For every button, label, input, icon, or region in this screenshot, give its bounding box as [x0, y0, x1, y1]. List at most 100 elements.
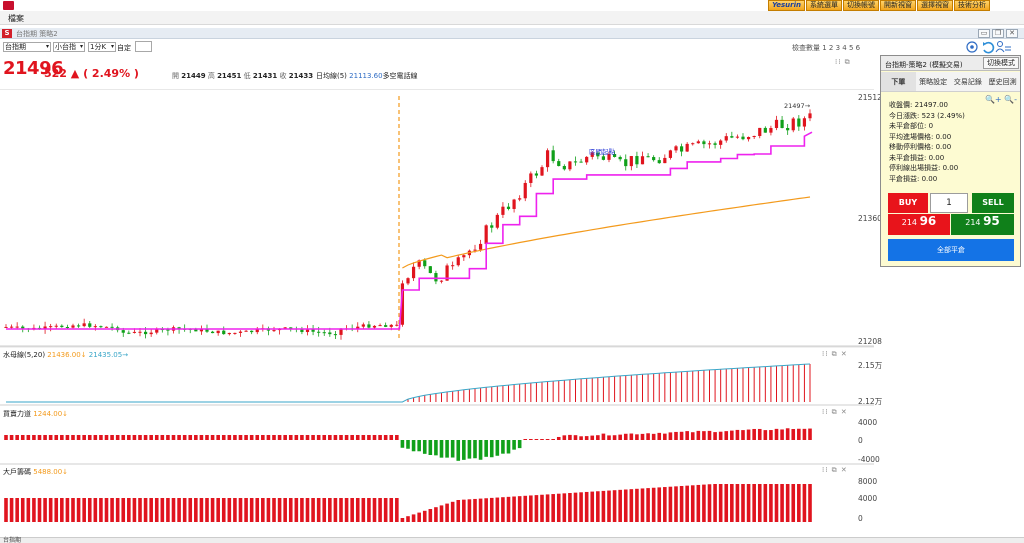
holder-bar [657, 487, 662, 522]
major-holders-pane: 8000 4000 0 [4, 477, 877, 523]
force-bar [54, 435, 59, 440]
bottom-tab-label[interactable]: 台指期 [3, 537, 22, 543]
chevron-down-icon: ▾ [45, 43, 49, 50]
force-bar [590, 435, 595, 440]
tab-strategy-settings[interactable]: 策略設定 [919, 78, 948, 86]
view-count-selector[interactable]: 檢查數量 1 2 3 4 5 6 [792, 44, 861, 52]
sell-button[interactable]: SELL [972, 193, 1014, 213]
new-window-button[interactable]: 開新視窗 [880, 0, 916, 11]
close-all-button[interactable]: 全部平倉 [888, 239, 1014, 261]
candle-body [132, 331, 137, 333]
candle-body [54, 325, 58, 327]
holder-bar [562, 493, 567, 522]
sub1-pane-icons[interactable]: ⁞⁞ ⧉ ✕ [822, 350, 848, 358]
force-bar [277, 435, 282, 440]
holder-bar [640, 488, 645, 522]
period-select[interactable]: 1分K ▾ [88, 42, 116, 52]
holder-bar [60, 498, 64, 522]
low-label: 低 [243, 72, 251, 80]
candle-body [82, 323, 86, 327]
info-close-price: 收盤價: 21497.00 [889, 101, 948, 109]
pane-tool-icons[interactable]: ⁞⁞ ⧉ [835, 58, 851, 66]
candle-body [696, 141, 700, 144]
force-bar [261, 435, 265, 440]
menu-file[interactable]: 檔案 [8, 14, 24, 23]
switch-mode-button[interactable]: 切換模式 [983, 57, 1019, 69]
force-bar [166, 435, 170, 440]
jellyfish-bars [407, 364, 811, 402]
force-bar [663, 433, 667, 440]
candle-body [746, 137, 751, 140]
candle-body [395, 324, 399, 326]
candle-body [15, 326, 19, 328]
force-bar [288, 435, 293, 440]
holder-bar [523, 495, 528, 522]
open-label: 開 [172, 72, 179, 80]
buy-price-button[interactable]: 214 96 [888, 214, 950, 235]
minimize-icon[interactable]: ▭ [978, 29, 990, 38]
system-menu-button[interactable]: 系統選單 [806, 0, 842, 11]
sub1-y-label-low: 2.12万 [858, 397, 883, 406]
candle-body [596, 152, 600, 157]
tab-order[interactable]: 下單 [881, 72, 916, 91]
custom-input[interactable] [135, 41, 152, 52]
sub2-pane-icons[interactable]: ⁞⁞ ⧉ ✕ [822, 408, 848, 416]
restore-icon[interactable]: ❐ [992, 29, 1004, 38]
force-bar [4, 435, 8, 440]
close-icon[interactable]: ✕ [1006, 29, 1018, 38]
contract-select-value: 小台指 [55, 43, 76, 51]
candle-body [65, 326, 70, 328]
buy-price-prefix: 214 [901, 218, 918, 227]
last-price: 21496 [3, 58, 64, 79]
force-bar [339, 435, 343, 440]
zoom-icons[interactable]: 🔍+ 🔍- [984, 95, 1017, 104]
sub2-y-label-0: 0 [858, 436, 863, 445]
candle-body [238, 331, 243, 333]
panel-title: 台指期-策略2 (模擬交易) [885, 61, 963, 69]
symbol-select-value: 台指期 [5, 43, 26, 51]
force-bar [26, 435, 31, 440]
symbol-select[interactable]: 台指期 ▾ [3, 42, 51, 52]
contract-select[interactable]: 小台指 ▾ [53, 42, 85, 52]
force-bar [143, 435, 148, 440]
open-value: 21449 [181, 72, 206, 80]
holder-bar [724, 484, 729, 522]
quantity-input[interactable]: 1 [930, 193, 968, 213]
refresh-icon[interactable] [983, 41, 995, 54]
buy-button[interactable]: BUY [888, 193, 928, 213]
force-bar [60, 435, 64, 440]
chart-window-caption: S 台指期 策略2 ▭ ❐ ✕ [0, 28, 1024, 39]
force-bar [713, 432, 717, 440]
holder-bar [635, 488, 639, 522]
force-bar [422, 440, 427, 454]
candle-body [210, 331, 215, 334]
user-list-icon[interactable] [995, 41, 1011, 53]
holder-bar [294, 498, 299, 522]
candle-body [769, 128, 773, 133]
sub3-pane-icons[interactable]: ⁞⁞ ⧉ ✕ [822, 466, 848, 474]
force-bar [618, 434, 622, 440]
technical-analysis-button[interactable]: 技術分析 [954, 0, 990, 11]
tab-backtest[interactable]: 歷史回測 [988, 78, 1017, 86]
holder-bar [663, 487, 667, 522]
tab-trade-log[interactable]: 交易記錄 [953, 78, 982, 86]
candle-body [177, 327, 181, 329]
holder-bar [221, 498, 226, 522]
holder-bar [501, 497, 505, 522]
candle-body [328, 332, 332, 335]
sell-price-button[interactable]: 214 95 [951, 214, 1014, 235]
switch-account-button[interactable]: 切換帳號 [843, 0, 879, 11]
broadcast-icon[interactable] [966, 41, 978, 53]
select-window-button[interactable]: 選擇視窗 [917, 0, 953, 11]
candle-body [473, 249, 477, 251]
brand-logo-button[interactable]: Yesurin [768, 0, 805, 11]
holder-bar [37, 498, 42, 522]
toolbar-icons [966, 41, 1011, 54]
candle-body [110, 326, 114, 328]
info-stop-exit-pnl: 停利線出場損益: 0.00 [889, 164, 959, 172]
holder-bar [261, 498, 265, 522]
holder-bar [445, 503, 449, 522]
force-bar [110, 435, 114, 440]
candle-body [668, 150, 673, 158]
